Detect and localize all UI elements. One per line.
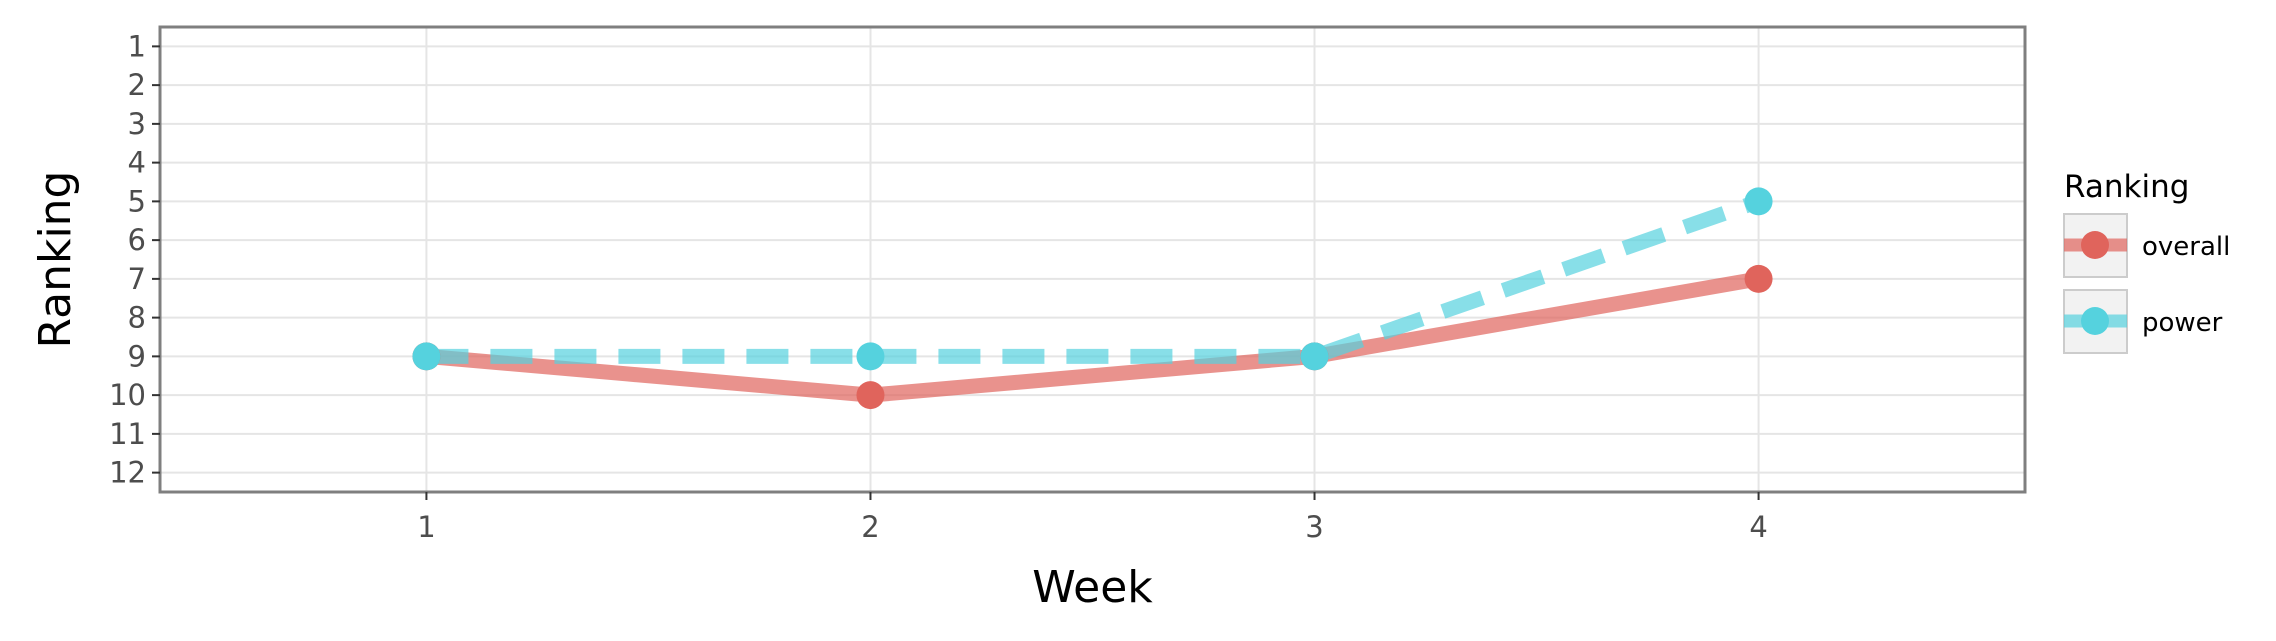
y-tick-label: 11	[109, 417, 146, 451]
legend-item-overall: overall	[2063, 213, 2230, 278]
legend-item-power: power	[2063, 289, 2223, 354]
y-tick-label: 4	[128, 146, 146, 180]
data-point-overall	[1744, 264, 1773, 293]
series-line-overall	[425, 271, 1760, 403]
y-tick-label: 5	[128, 184, 146, 218]
data-point-power	[1744, 187, 1773, 216]
x-axis: 1 2 3 4	[417, 492, 1768, 544]
legend-label: overall	[2142, 232, 2230, 262]
legend-title: Ranking	[2064, 169, 2189, 205]
y-tick-label: 3	[128, 107, 146, 141]
x-tick-label: 1	[417, 510, 435, 544]
y-tick-label: 8	[128, 301, 146, 335]
x-axis-title: Week	[1032, 562, 1153, 613]
panel-border	[158, 25, 2027, 494]
series-lines	[425, 194, 1762, 403]
legend: Ranking overall power	[2063, 169, 2230, 354]
data-point-power	[412, 342, 441, 371]
legend-key-point	[2081, 307, 2109, 335]
data-point-power	[856, 342, 885, 371]
y-tick-label: 7	[128, 262, 146, 296]
series-points	[412, 187, 1773, 410]
data-point-power	[1300, 342, 1329, 371]
data-point-overall	[856, 381, 885, 410]
y-tick-label: 9	[128, 339, 146, 373]
legend-key-point	[2081, 231, 2109, 259]
legend-label: power	[2142, 308, 2223, 338]
x-tick-label: 3	[1305, 510, 1323, 544]
y-tick-label: 10	[109, 378, 146, 412]
y-tick-label: 12	[109, 456, 146, 490]
y-tick-label: 1	[128, 29, 146, 63]
series-line-power	[426, 194, 1762, 364]
x-tick-label: 2	[861, 510, 879, 544]
y-tick-label: 6	[128, 223, 146, 257]
y-axis-title: Ranking	[30, 171, 81, 349]
y-tick-label: 2	[128, 68, 146, 102]
x-tick-label: 4	[1749, 510, 1767, 544]
